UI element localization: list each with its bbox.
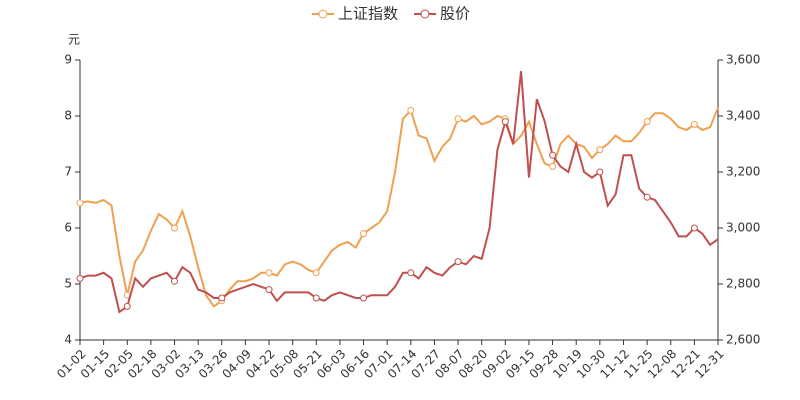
point-marker	[312, 294, 320, 302]
point-marker	[265, 269, 273, 277]
point-marker	[643, 193, 651, 201]
point-marker	[690, 224, 698, 232]
y2-tick-label: 3,600	[726, 53, 760, 67]
y-axis-unit: 元	[68, 33, 80, 47]
point-marker	[218, 294, 226, 302]
point-marker	[549, 162, 557, 170]
point-marker	[596, 168, 604, 176]
point-marker	[171, 224, 179, 232]
legend-label: 上证指数	[338, 5, 398, 23]
y2-tick-label: 3,200	[726, 165, 760, 179]
series-line	[79, 71, 719, 314]
y-tick-label: 7	[64, 165, 72, 179]
y-tick-label: 5	[64, 277, 72, 291]
point-marker	[76, 274, 84, 282]
y-tick-label: 9	[64, 53, 72, 67]
point-marker	[407, 269, 415, 277]
y2-tick-label: 3,400	[726, 109, 760, 123]
point-marker	[171, 277, 179, 285]
y-tick-label: 8	[64, 109, 72, 123]
point-marker	[123, 302, 131, 310]
point-marker	[454, 115, 462, 123]
legend-label: 股价	[440, 5, 470, 23]
legend-marker	[420, 9, 430, 19]
point-marker	[312, 269, 320, 277]
point-marker	[265, 286, 273, 294]
point-marker	[360, 230, 368, 238]
legend-marker	[318, 9, 328, 19]
point-marker	[501, 118, 509, 126]
y2-tick-label: 2,800	[726, 277, 760, 291]
y-tick-label: 6	[64, 221, 72, 235]
point-marker	[360, 294, 368, 302]
point-marker	[76, 199, 84, 207]
y-tick-label: 4	[64, 333, 72, 347]
point-marker	[407, 106, 415, 114]
y2-tick-label: 3,000	[726, 221, 760, 235]
series-line	[79, 107, 719, 308]
y2-tick-label: 2,600	[726, 333, 760, 347]
point-marker	[596, 146, 604, 154]
point-marker	[690, 120, 698, 128]
point-marker	[454, 258, 462, 266]
point-marker	[549, 151, 557, 159]
point-marker	[643, 118, 651, 126]
